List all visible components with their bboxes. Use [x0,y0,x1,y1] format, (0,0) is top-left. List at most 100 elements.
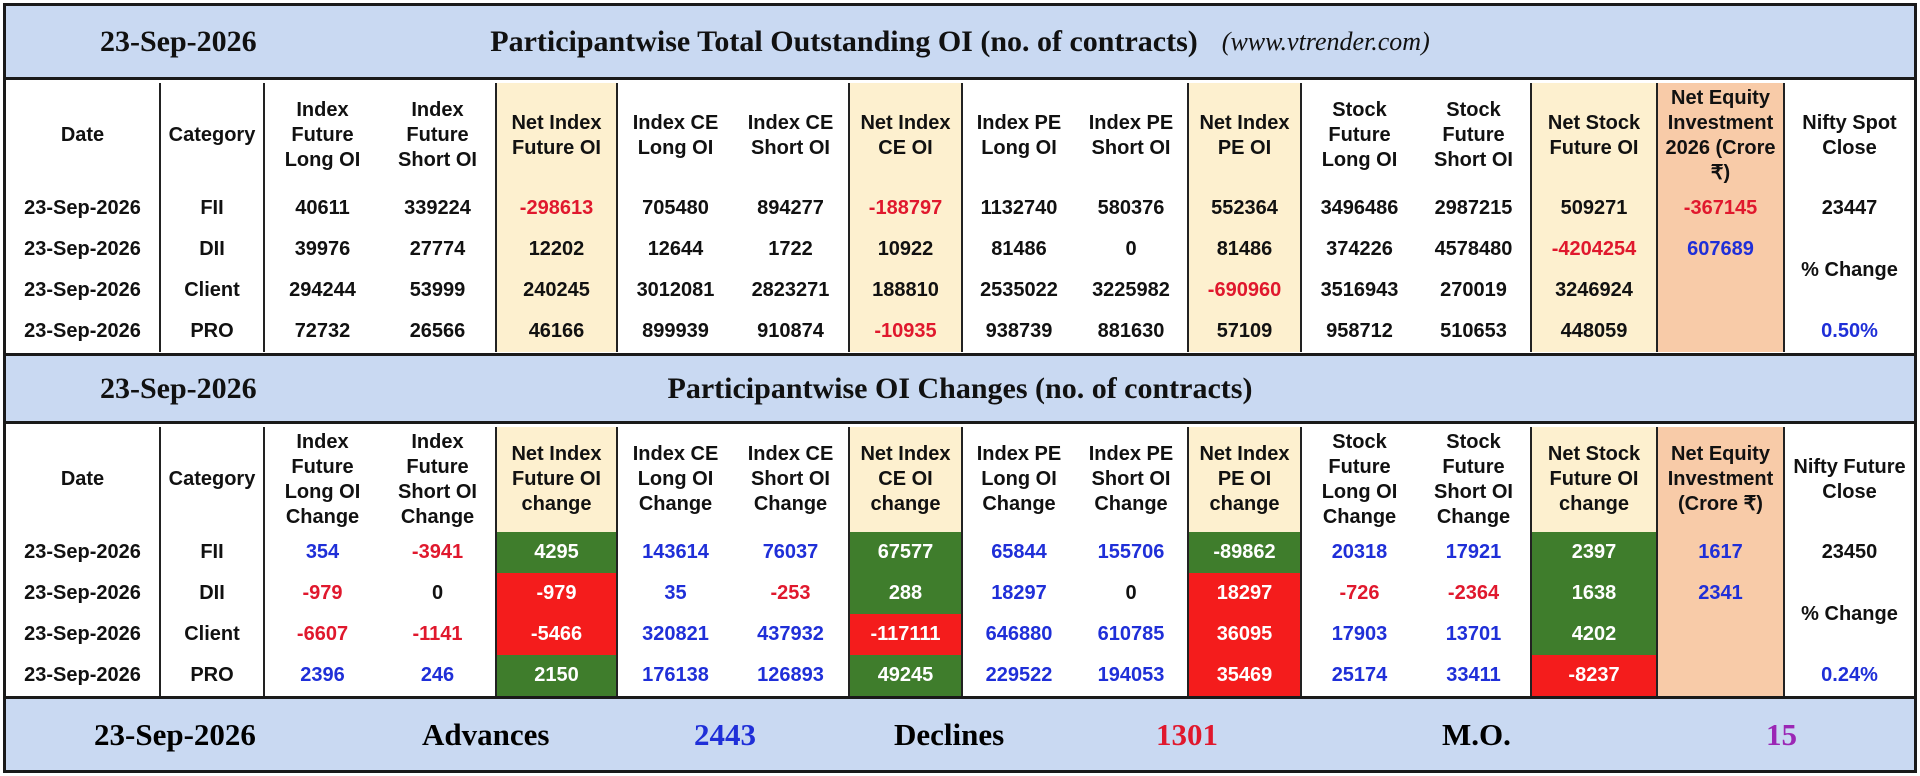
cell-net-stock-fut: -4204254 [1530,229,1657,270]
cell-ce-long-change: 35 [616,573,733,614]
cell-stock-fut-short: 2987215 [1434,197,1513,219]
cell-ce-short-change: 76037 [762,541,819,563]
cell-index-fut-long: 72732 [263,311,380,352]
cell-ce-long: 12644 [616,229,733,270]
col-header-index-fut-short-change: Index Future Short OI Change [398,430,477,528]
cell-net-equity: -367145 [1656,188,1784,229]
table-row: 23-Sep-2026 DII 39976 27774 12202 12644 … [6,229,1914,311]
cell-stock-fut-long-change: -726 [1300,573,1417,614]
cell-stock-fut-short-change: 13701 [1445,623,1502,645]
table-row: 23-Sep-2026 FII 354 -3941 4295 143614 76… [6,532,1914,573]
table-row: 23-Sep-2026 Client -6607 -1141 -5466 320… [6,614,1914,655]
cell-net-index-fut-change: -5466 [495,614,617,655]
col-header-net-equity: Net Equity Investment (Crore ₹) [1656,427,1784,532]
col-header-ce-short-change: Index CE Short OI Change [747,443,834,515]
cell-date: 23-Sep-2026 [24,582,141,604]
cell-date: 23-Sep-2026 [24,664,141,686]
report-frame: 23-Sep-2026 Participantwise Total Outsta… [3,3,1917,773]
oi-changes-table: Date Category Index Future Long OI Chang… [6,427,1914,696]
cell-index-fut-long-change: 2396 [263,655,380,696]
cell-stock-fut-long: 374226 [1300,229,1417,270]
cell-pe-short-change: 610785 [1097,623,1165,645]
cell-net-equity [1656,655,1784,696]
pct-change-value: 0.24% [1783,655,1914,696]
cell-category: DII [159,573,264,614]
cell-ce-short: 910874 [757,320,824,342]
cell-net-equity: 607689 [1656,229,1784,270]
cell-index-fut-short-change: -3941 [411,541,464,563]
table-row: 23-Sep-2026 PRO 2396 246 2150 176138 126… [6,655,1914,696]
col-header-stock-fut-short-change: Stock Future Short OI Change [1434,430,1513,528]
cell-net-ce-change: -117111 [848,614,962,655]
col-header-category: Category [159,83,264,188]
cell-pe-long-change: 65844 [961,532,1075,573]
cell-net-stock-fut: 509271 [1530,188,1657,229]
cell-pe-short-change: 155706 [1097,541,1165,563]
nifty-future-close: 23450 [1783,532,1914,573]
cell-net-equity [1656,614,1784,655]
cell-ce-short: 2823271 [751,279,830,301]
pct-change-label: % Change [1783,573,1914,655]
col-header-index-fut-long-change: Index Future Long OI Change [263,427,380,532]
report-title: Participantwise Total Outstanding OI (no… [6,6,1914,77]
cell-index-fut-short-change: 0 [431,582,444,604]
cell-pe-long: 81486 [961,229,1075,270]
cell-net-pe: 57109 [1187,311,1301,352]
cell-index-fut-long: 39976 [263,229,380,270]
col-header-ce-long: Index CE Long OI [616,83,733,188]
cell-net-stock-fut: 3246924 [1530,270,1657,311]
cell-net-ce: -10935 [848,311,962,352]
cell-net-pe-change: 36095 [1187,614,1301,655]
cell-stock-fut-short-change: -2364 [1447,582,1500,604]
breadth-date: 23-Sep-2026 [94,717,256,752]
col-header-date: Date [60,124,105,146]
col-header-ce-short: Index CE Short OI [747,111,834,159]
advances-value: 2443 [694,717,756,752]
table-row: 23-Sep-2026 PRO 72732 26566 46166 899939… [6,311,1914,352]
cell-net-pe-change: 35469 [1187,655,1301,696]
cell-pe-long: 1132740 [961,188,1075,229]
cell-ce-short-change: -253 [770,582,811,604]
cell-index-fut-long-change: -6607 [263,614,380,655]
cell-pe-long-change: 18297 [961,573,1075,614]
declines-label: Declines [894,717,1005,752]
cell-net-ce: 188810 [848,270,962,311]
cell-date: 23-Sep-2026 [24,541,141,563]
cell-date: 23-Sep-2026 [24,623,141,645]
cell-net-ce: 10922 [848,229,962,270]
col-header-net-pe: Net Index PE OI [1187,83,1301,188]
cell-stock-fut-long-change: 17903 [1300,614,1417,655]
col-header-stock-fut-long-change: Stock Future Long OI Change [1300,427,1417,532]
cell-category: FII [159,188,264,229]
cell-stock-fut-long: 958712 [1300,311,1417,352]
cell-stock-fut-long: 3496486 [1300,188,1417,229]
cell-stock-fut-short-change: 33411 [1446,664,1501,686]
table-row: 23-Sep-2026 FII 40611 339224 -298613 705… [6,188,1914,229]
cell-net-pe: -690960 [1187,270,1301,311]
cell-category: PRO [159,311,264,352]
cell-net-ce: -188797 [848,188,962,229]
declines-value: 1301 [1156,717,1218,752]
section-title: Participantwise OI Changes (no. of contr… [6,356,1914,421]
cell-ce-long: 3012081 [616,270,733,311]
cell-index-fut-short: 339224 [404,197,471,219]
cell-category: PRO [159,655,264,696]
col-header-net-stock-fut: Net Stock Future OI [1530,83,1657,188]
cell-category: FII [159,532,264,573]
cell-net-pe: 81486 [1187,229,1301,270]
cell-index-fut-long-change: -979 [263,573,380,614]
section-title-text: Participantwise OI Changes (no. of contr… [667,371,1253,405]
col-header-pe-short-change: Index PE Short OI Change [1088,443,1174,515]
cell-net-index-fut: -298613 [495,188,617,229]
col-header-nifty-spot: Nifty Spot Close [1783,83,1914,188]
cell-ce-short: 894277 [757,197,824,219]
report-title-text: Participantwise Total Outstanding OI (no… [490,24,1198,58]
col-header-index-fut-short: Index Future Short OI [398,99,477,171]
cell-net-equity [1656,311,1784,352]
col-header-net-stock-fut-change: Net Stock Future OI change [1530,427,1657,532]
cell-ce-long-change: 176138 [616,655,733,696]
cell-index-fut-long: 294244 [263,270,380,311]
cell-ce-long: 899939 [616,311,733,352]
cell-net-stock-fut-change: -8237 [1530,655,1657,696]
mo-value: 15 [1766,717,1797,752]
